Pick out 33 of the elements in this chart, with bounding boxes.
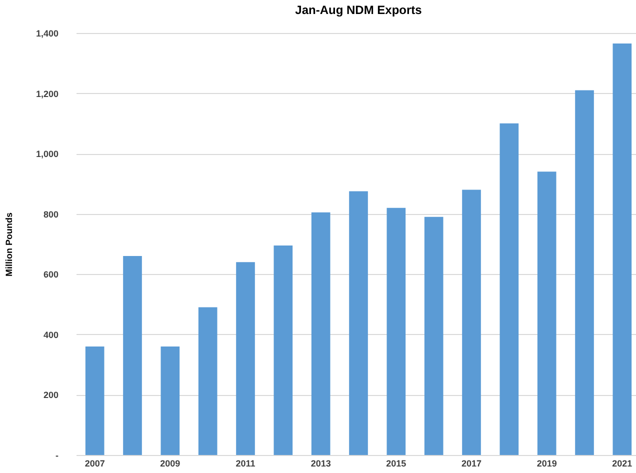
chart-title: Jan-Aug NDM Exports <box>295 3 422 17</box>
y-tick-label: 1,400 <box>36 28 58 38</box>
x-tick-label: 2021 <box>612 458 632 468</box>
bar <box>612 44 632 455</box>
bar <box>424 216 444 455</box>
bar <box>198 307 218 455</box>
y-tick-label: 800 <box>43 209 58 220</box>
bar <box>386 208 406 455</box>
y-tick-label: 1,200 <box>36 88 58 99</box>
bar <box>537 172 556 455</box>
x-tick-label: 2011 <box>236 458 256 468</box>
x-tick-label: 2013 <box>310 458 331 468</box>
x-tick-label: 2019 <box>536 458 557 468</box>
x-tick-label: 2007 <box>84 458 105 468</box>
y-tick-label: 1,000 <box>36 149 58 160</box>
x-tick-label: 2017 <box>461 458 482 468</box>
bar <box>274 246 293 455</box>
bar <box>462 190 481 455</box>
bar <box>575 90 594 455</box>
bar <box>349 191 368 455</box>
y-tick-label: 400 <box>43 330 58 340</box>
bar <box>160 346 180 455</box>
y-tick-label: - <box>56 450 58 460</box>
bar <box>123 256 142 455</box>
bar <box>236 262 255 455</box>
y-tick-label: 200 <box>43 390 58 400</box>
y-tick-label: 600 <box>43 270 58 280</box>
bar <box>500 123 519 455</box>
bar <box>311 212 330 455</box>
x-tick-label: 2009 <box>160 458 180 468</box>
x-tick-label: 2015 <box>386 458 406 468</box>
y-axis-title: Million Pounds <box>4 212 14 276</box>
bar <box>85 346 104 455</box>
